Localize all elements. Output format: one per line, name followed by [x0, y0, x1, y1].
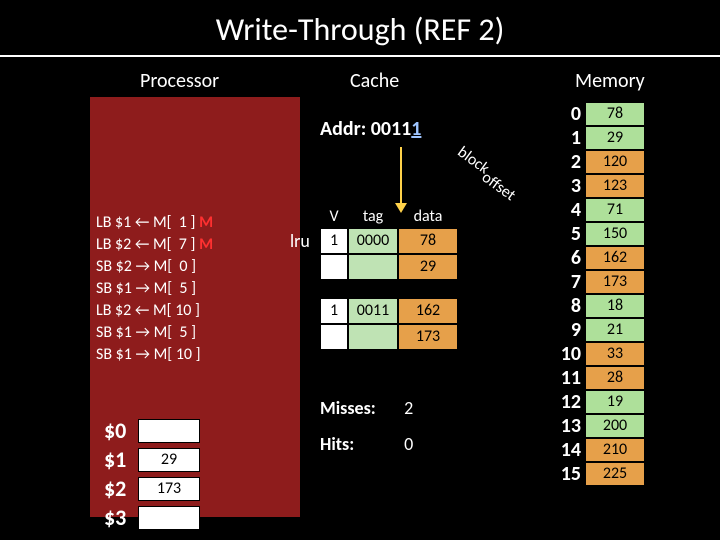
register-row: $3 — [104, 504, 200, 531]
processor-box: LB $1 ← M[ 1 ] M LB $2 ← M[ 7 ] M SB $2 → … — [90, 97, 300, 517]
memory-row: 3123 — [555, 174, 645, 198]
instruction-row: SB $2 → M[ 0 ] — [96, 257, 196, 276]
memory-column: 0781292120312347151506162717381892110331… — [555, 102, 645, 486]
memory-row: 15225 — [555, 462, 645, 486]
instruction-row: SB $1 → M[ 10 ] — [96, 345, 201, 364]
memory-row: 13200 — [555, 414, 645, 438]
processor-label: Processor — [140, 69, 219, 93]
cache-line: 173 — [320, 324, 458, 350]
register-row: $129 — [104, 446, 200, 473]
lru-label: lru — [290, 230, 310, 252]
memory-row: 7173 — [555, 270, 645, 294]
memory-row: 078 — [555, 102, 645, 126]
address-arrow — [400, 147, 402, 205]
memory-row: 129 — [555, 126, 645, 150]
memory-label: Memory — [575, 69, 645, 93]
register-row: $2173 — [104, 475, 200, 502]
memory-row: 5150 — [555, 222, 645, 246]
address-display: Addr: 00111 — [320, 117, 421, 141]
diagram-stage: Processor Cache Memory LB $1 ← M[ 1 ] ML… — [0, 57, 720, 537]
stats: Misses: 2 Hits: 0 — [320, 397, 413, 469]
memory-row: 1128 — [555, 366, 645, 390]
memory-row: 6162 — [555, 246, 645, 270]
cache-line: 1000078 — [320, 228, 458, 254]
instruction-row: SB $1 → M[ 5 ] — [96, 279, 196, 298]
cache-header: V tag data — [320, 207, 458, 226]
offset-label: offset — [478, 168, 519, 205]
register-file: $0$129$2173$3 — [104, 417, 200, 533]
instruction-row: SB $1 → M[ 5 ] — [96, 323, 196, 342]
cache-label: Cache — [350, 69, 399, 93]
memory-row: 471 — [555, 198, 645, 222]
cache-line: 10011162 — [320, 298, 458, 324]
memory-row: 1219 — [555, 390, 645, 414]
instruction-row: LB $1 ← M[ 1 ] M — [96, 213, 213, 232]
memory-row: 1033 — [555, 342, 645, 366]
cache-line: 29 — [320, 254, 458, 280]
instruction-row: LB $2 ← M[ 10 ] — [96, 301, 200, 320]
slide-title: Write-Through (REF 2) — [0, 0, 720, 49]
memory-row: 2120 — [555, 150, 645, 174]
memory-row: 818 — [555, 294, 645, 318]
memory-row: 14210 — [555, 438, 645, 462]
instruction-row: LB $2 ← M[ 7 ] M — [96, 235, 213, 254]
register-row: $0 — [104, 417, 200, 444]
cache-table: V tag data 100007829 10011162173 — [320, 207, 458, 350]
memory-row: 921 — [555, 318, 645, 342]
